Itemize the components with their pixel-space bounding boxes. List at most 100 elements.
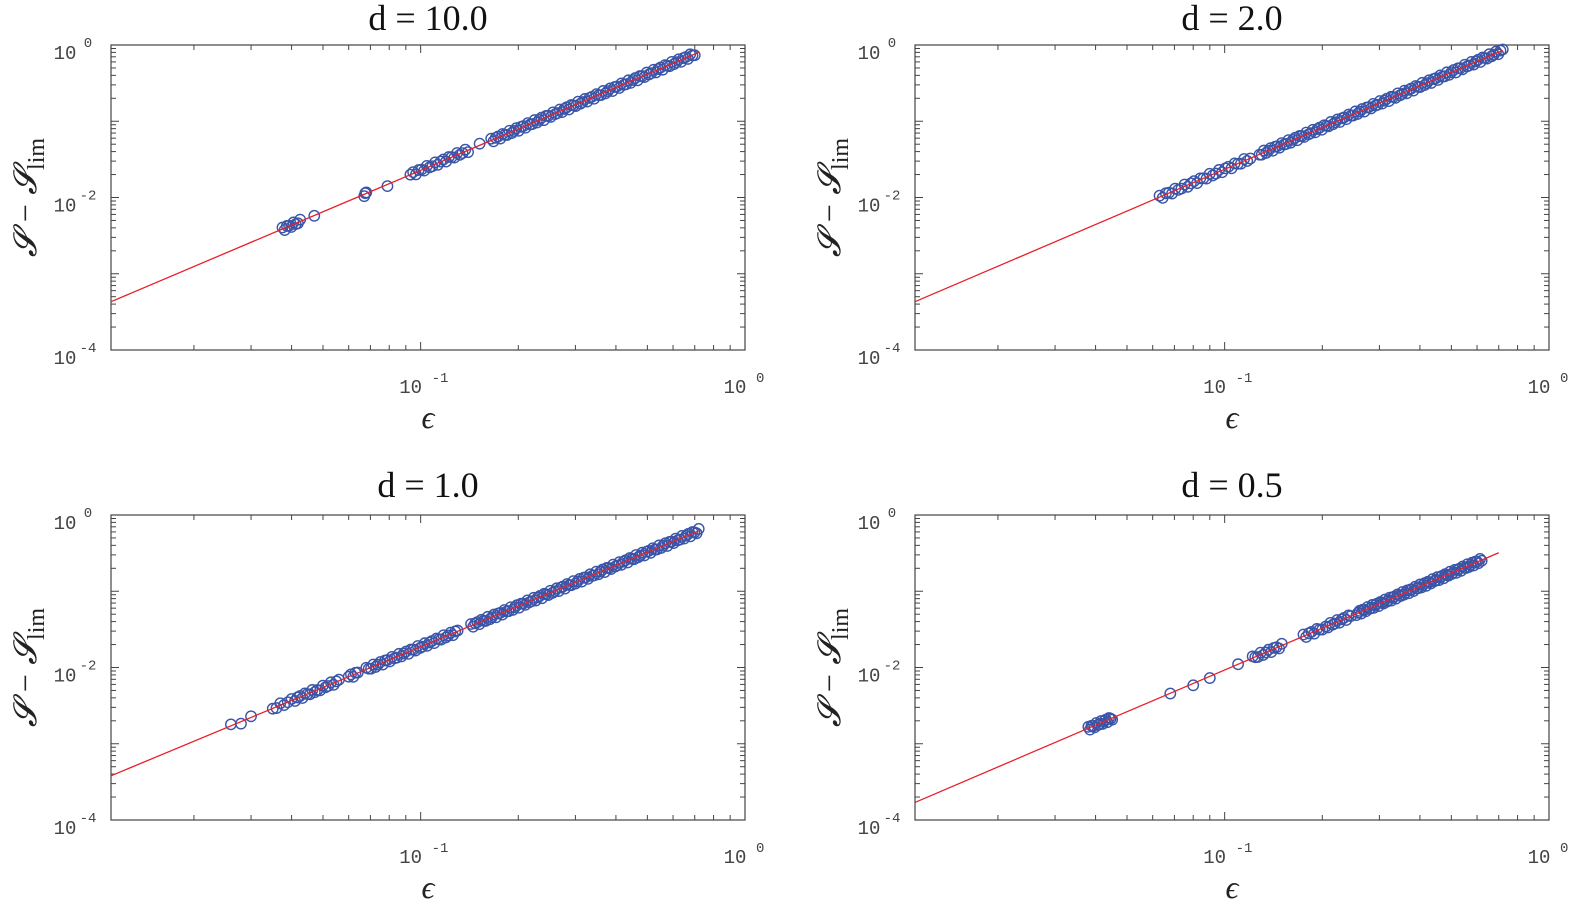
data-point (1184, 177, 1197, 190)
y-tick-label: 10 (858, 666, 881, 688)
data-point (407, 166, 420, 178)
y-axis-label-main: 𝓢 − 𝓢 (7, 161, 43, 257)
y-axis-label: 𝓢 − 𝓢lim (7, 138, 50, 257)
x-tick-exponent: 0 (756, 841, 764, 857)
y-tick-label: 10 (858, 348, 881, 370)
y-tick-exponent: -4 (80, 811, 97, 827)
plot-frame (110, 514, 746, 821)
data-point (308, 686, 321, 699)
data-point (692, 523, 705, 535)
panel-d-2: d = 2.010 -1 10 010 010 -210 -4ϵ𝓢 − 𝓢lim (811, 0, 1568, 435)
data-point (456, 147, 469, 159)
panel-title: d = 2.0 (1181, 0, 1282, 38)
y-axis-label: 𝓢 − 𝓢lim (7, 608, 50, 727)
x-tick-label: 10 (724, 377, 747, 399)
y-tick-label: 10 (54, 513, 77, 535)
data-point (281, 696, 294, 709)
panel-d-1: d = 1.010 -1 10 010 010 -210 -4ϵ𝓢 − 𝓢lim (7, 465, 764, 905)
y-axis-label-main: 𝓢 − 𝓢 (7, 631, 43, 727)
y-tick-label: 10 (54, 348, 77, 370)
fit-line (914, 49, 1503, 303)
data-point (437, 153, 450, 166)
y-tick-label: 10 (54, 196, 77, 218)
data-point (1475, 554, 1488, 567)
y-tick-exponent: -2 (80, 659, 97, 675)
x-axis-label: ϵ (1226, 399, 1240, 435)
data-point (688, 49, 701, 62)
y-tick-label: 10 (54, 43, 77, 65)
y-axis-label-text: 𝓢 − 𝓢lim (7, 138, 50, 257)
x-tick-label: 10 (1528, 847, 1551, 869)
x-tick-label: 10 (724, 847, 747, 869)
data-point (670, 56, 683, 69)
x-tick-label: 10 (399, 847, 422, 869)
y-tick-exponent: 0 (84, 36, 92, 52)
y-axis-label-subscript: lim (828, 608, 854, 640)
y-tick-exponent: 0 (888, 506, 896, 522)
y-tick-exponent: -2 (884, 659, 901, 675)
x-tick-exponent: 0 (756, 371, 764, 387)
panel-title: d = 10.0 (368, 0, 487, 38)
data-point (1420, 77, 1433, 89)
x-tick-exponent: -1 (1236, 841, 1253, 857)
y-axis-label-subscript: lim (24, 138, 50, 170)
y-axis-label-main: 𝓢 − 𝓢 (811, 161, 847, 257)
x-axis-label: ϵ (422, 399, 436, 435)
data-point (1241, 155, 1254, 167)
y-axis-label: 𝓢 − 𝓢lim (811, 138, 854, 257)
data-point (308, 209, 321, 222)
y-tick-exponent: -2 (884, 189, 901, 205)
y-tick-exponent: 0 (84, 506, 92, 522)
plot-frame (914, 44, 1550, 351)
y-axis-label-subscript: lim (24, 608, 50, 640)
y-tick-label: 10 (858, 196, 881, 218)
panel-title: d = 0.5 (1181, 465, 1282, 505)
y-tick-exponent: 0 (888, 36, 896, 52)
y-axis-label-text: 𝓢 − 𝓢lim (811, 138, 854, 257)
data-point (442, 629, 455, 642)
x-tick-exponent: -1 (432, 371, 449, 387)
fit-line (110, 51, 699, 303)
data-point (245, 710, 257, 723)
x-tick-label: 10 (1528, 377, 1551, 399)
y-tick-label: 10 (858, 43, 881, 65)
data-point (1316, 623, 1329, 636)
data-point (1329, 116, 1342, 129)
data-point (1471, 555, 1483, 568)
data-point (1496, 43, 1509, 56)
data-point (360, 186, 373, 199)
data-point (1210, 167, 1222, 180)
y-tick-label: 10 (54, 818, 77, 840)
x-axis-label: ϵ (422, 869, 436, 905)
data-point (372, 658, 384, 671)
data-point (576, 96, 589, 108)
y-tick-label: 10 (858, 513, 881, 535)
panel-title: d = 1.0 (377, 465, 478, 505)
data-point (1164, 687, 1177, 700)
plot-frame (110, 44, 746, 351)
panel-d-0-5: d = 0.510 -1 10 010 010 -210 -4ϵ𝓢 − 𝓢lim (811, 465, 1568, 905)
fit-line (110, 530, 699, 777)
y-tick-exponent: -4 (884, 811, 901, 827)
data-point (330, 675, 343, 688)
x-tick-label: 10 (1203, 847, 1226, 869)
y-tick-label: 10 (858, 818, 881, 840)
y-axis-label: 𝓢 − 𝓢lim (811, 608, 854, 727)
data-point (1396, 88, 1409, 100)
y-axis-label-subscript: lim (828, 138, 854, 170)
x-axis-label: ϵ (1226, 869, 1240, 905)
fit-line (914, 552, 1500, 804)
y-tick-label: 10 (54, 666, 77, 688)
panel-d-10: d = 10.010 -1 10 010 010 -210 -4ϵ𝓢 − 𝓢lim (7, 0, 764, 435)
x-tick-exponent: -1 (432, 841, 449, 857)
y-tick-exponent: -4 (80, 341, 97, 357)
data-point (508, 125, 520, 137)
data-point (451, 624, 464, 637)
y-tick-exponent: -2 (80, 189, 97, 205)
x-tick-exponent: 0 (1560, 371, 1568, 387)
x-tick-label: 10 (1203, 377, 1226, 399)
data-point (1194, 172, 1207, 185)
y-axis-label-text: 𝓢 − 𝓢lim (811, 608, 854, 727)
data-point (1487, 48, 1500, 61)
